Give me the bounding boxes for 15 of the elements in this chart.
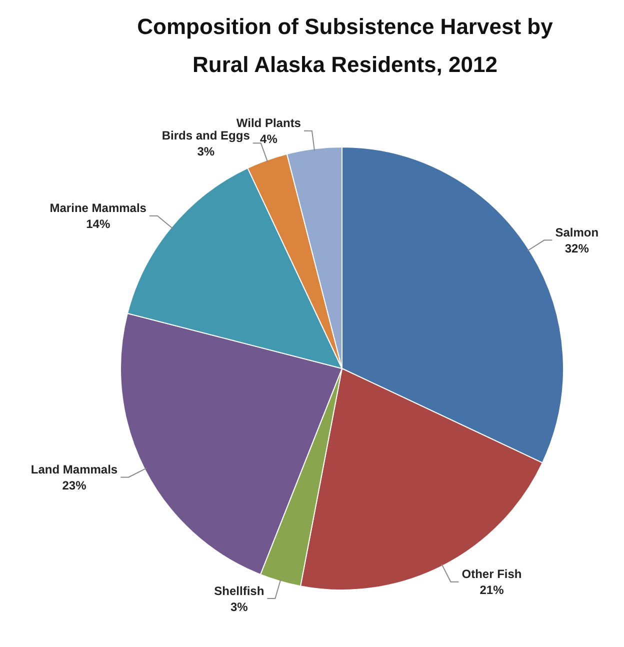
slice-label: Wild Plants: [236, 116, 302, 130]
slice-label: Shellfish: [214, 584, 264, 598]
data-label: 21%: [480, 583, 504, 598]
data-label: 4%: [260, 132, 278, 146]
slice-label: Marine Mammals: [50, 201, 147, 216]
data-label: 3%: [230, 600, 248, 614]
slice-label: Other Fish: [462, 567, 522, 582]
data-label: 14%: [86, 217, 110, 232]
data-label: 32%: [564, 241, 590, 256]
chart-title: Composition of Subsistence Harvest by Rural Alaska Residents, 2012: [136, 13, 554, 79]
slice-label: Birds and Eggs: [162, 128, 250, 142]
data-label: 3%: [197, 144, 215, 158]
data-label: 23%: [62, 478, 87, 493]
slice-label: Salmon: [555, 225, 599, 240]
slice-label: Land Mammals: [30, 462, 118, 477]
